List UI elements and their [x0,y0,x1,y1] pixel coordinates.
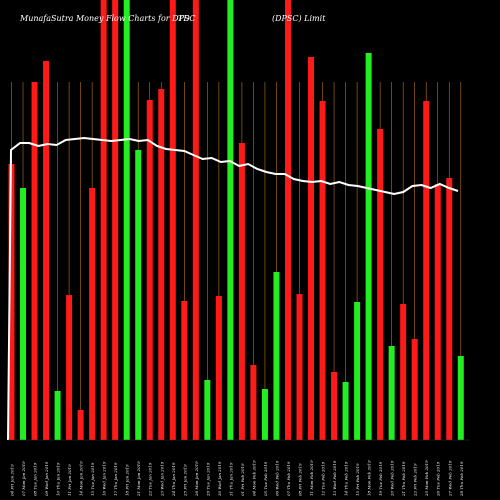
money-flow-line [7,136,459,441]
bar-green [273,272,280,440]
x-tick-label: 18 Fri Jan 2019 [125,464,130,496]
bar-red [77,410,84,440]
x-tick-label: 25 Mon Feb 2019 [424,460,429,497]
bar-green [135,150,142,440]
bar-green [388,346,395,440]
bar-red [296,294,303,440]
bar-green [354,302,361,440]
x-tick-label: 28 Mon Jan 2019 [194,461,199,497]
bar-green [342,382,349,440]
bar-red [169,0,176,440]
x-tick-label: 08 Fri Feb 2019 [298,463,303,496]
x-tick-label: 07 Thu Feb 2019 [286,461,291,496]
chart-title-left: MunafaSutra Money Flow Charts for DPSC [19,14,196,23]
bar-green [227,0,234,440]
x-tick-label: 15 Fri Feb 2019 [355,463,360,496]
x-tick-label: 05 Tue Feb 2019 [263,461,268,496]
x-tick-label: 11 Fri Jan 2019 [67,464,72,496]
x-tick-label: 19 Tue Feb 2019 [378,461,383,496]
bar-red [146,100,153,440]
bar-red [238,143,245,440]
bar-green [123,0,130,440]
bar-red [400,304,407,440]
bar-red [284,0,291,440]
bar-green [261,389,268,440]
bar-red [377,129,384,440]
x-tick-label: 25 Fri Jan 2019 [182,464,187,497]
x-tick-label: 31 Thu Jan 2019 [228,462,233,496]
bar-red [250,365,257,440]
bar-green [20,188,27,440]
x-tick-label: 27 Wed Feb 2019 [447,460,452,497]
bar-red [112,0,119,440]
x-tick-label: 04 Mon Feb 2019 [251,460,256,496]
x-tick-label: 14 Thu Feb 2019 [344,461,349,496]
chart-title-middle: TD [178,14,190,23]
bar-red [308,57,315,440]
bar-red [89,188,96,440]
x-tick-label: 29 Tue Jan 2019 [205,462,210,497]
bar-red [100,0,107,440]
x-tick-label: 07 Mon Jan 2019 [21,461,26,496]
x-tick-label: 15 Tue Jan 2019 [90,462,95,496]
bar-red [434,184,441,440]
bar-red [43,61,50,440]
x-tick-label: 22 Tue Jan 2019 [148,462,153,497]
bar-red [215,296,222,440]
x-tick-label: 04 Fri Jan 2019 [10,464,15,496]
bar-green [365,53,372,440]
x-tick-label: 30 Wed Jan 2019 [217,461,222,496]
x-tick-label: 09 Wed Jan 2019 [44,461,49,496]
x-tick-label: 10 Thu Jan 2019 [56,462,61,496]
bar-red [411,339,418,440]
x-axis-tick-labels: 04 Fri Jan 2019 07 Mon Jan 2019 08 Tue Jan… [10,460,464,497]
bar-red [446,178,453,440]
x-tick-label: 08 Tue Jan 2019 [33,462,38,496]
bar-green [457,356,464,440]
bar-green [54,391,61,440]
x-tick-label: 26 Tue Feb 2019 [436,461,441,497]
x-tick-label: 24 Thu Jan 2019 [171,462,176,497]
bar-red [331,372,338,440]
x-tick-label: 22 Fri Feb 2019 [413,463,418,497]
x-tick-label: 01 Fri Feb 2019 [240,463,245,496]
x-tick-label: 12 Tue Feb 2019 [321,461,326,496]
x-tick-label: 13 Wed Feb 2019 [332,460,337,496]
bar-red [423,101,430,440]
x-tick-label: 21 Mon Jan 2019 [136,461,141,497]
x-tick-label: 17 Thu Jan 2019 [113,462,118,496]
bar-red [8,164,15,440]
bar-red [31,82,38,440]
bar-red [66,295,73,440]
bar-red [181,301,188,440]
x-tick-label: 06 Wed Feb 2019 [274,460,279,496]
x-tick-label: 28 Thu Feb 2019 [459,461,464,497]
x-tick-label: 21 Thu Feb 2019 [401,461,406,497]
x-tick-label: 20 Wed Feb 2019 [390,460,395,497]
x-tick-label: 11 Mon Feb 2019 [309,460,314,496]
bar-series [8,0,464,440]
chart-title-right: (DPSC) Limit [272,14,326,23]
bar-red [319,101,326,440]
bar-green [204,380,211,440]
x-tick-label: 23 Wed Jan 2019 [159,461,164,497]
bar-red [192,0,199,440]
bar-red [158,89,165,440]
x-tick-label: 18 Mon Feb 2019 [367,460,372,496]
x-tick-label: 14 Mon Jan 2019 [79,461,84,496]
x-tick-label: 16 Wed Jan 2019 [102,461,107,496]
